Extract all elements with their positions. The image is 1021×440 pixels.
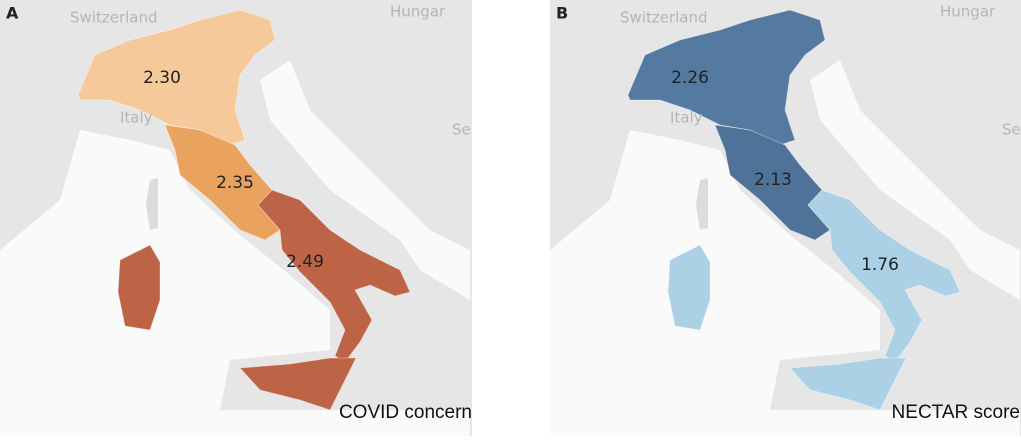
sea: [550, 60, 1020, 436]
sea: [0, 60, 470, 436]
region: [257, 189, 411, 363]
place-label: Se: [452, 121, 471, 139]
corsica: [146, 178, 158, 230]
region-value: 2.30: [143, 68, 181, 88]
region: [239, 357, 357, 411]
place-label: Hungar: [390, 3, 446, 21]
region: [667, 244, 711, 331]
place-label: Switzerland: [620, 9, 708, 27]
region: [807, 189, 961, 363]
region: [77, 9, 276, 146]
panel-title: NECTAR score: [892, 402, 1020, 423]
place-label: Hungar: [940, 3, 996, 21]
region: [627, 9, 826, 146]
region-value: 2.49: [286, 252, 324, 272]
panel-label: B: [556, 4, 568, 23]
panel-label: A: [6, 4, 19, 23]
region-value: 2.35: [216, 173, 254, 193]
corsica: [696, 178, 708, 230]
map-panel: Switzerland Hungar Italy Se 2.30 2.35 2.49 A COV…: [0, 0, 472, 436]
region-value: 2.26: [671, 68, 709, 88]
place-label: Switzerland: [70, 9, 158, 27]
region: [789, 357, 907, 411]
map-panel: Switzerland Hungar Italy Se 2.26 2.13 1.76 B NEC…: [550, 0, 1021, 436]
place-label: Se: [1002, 121, 1021, 139]
place-label: Italy: [120, 109, 153, 127]
place-label: Italy: [670, 109, 703, 127]
region-value: 2.13: [754, 170, 792, 190]
panel-title: COVID concern: [339, 402, 472, 423]
region-value: 1.76: [861, 255, 899, 275]
region: [117, 244, 161, 331]
